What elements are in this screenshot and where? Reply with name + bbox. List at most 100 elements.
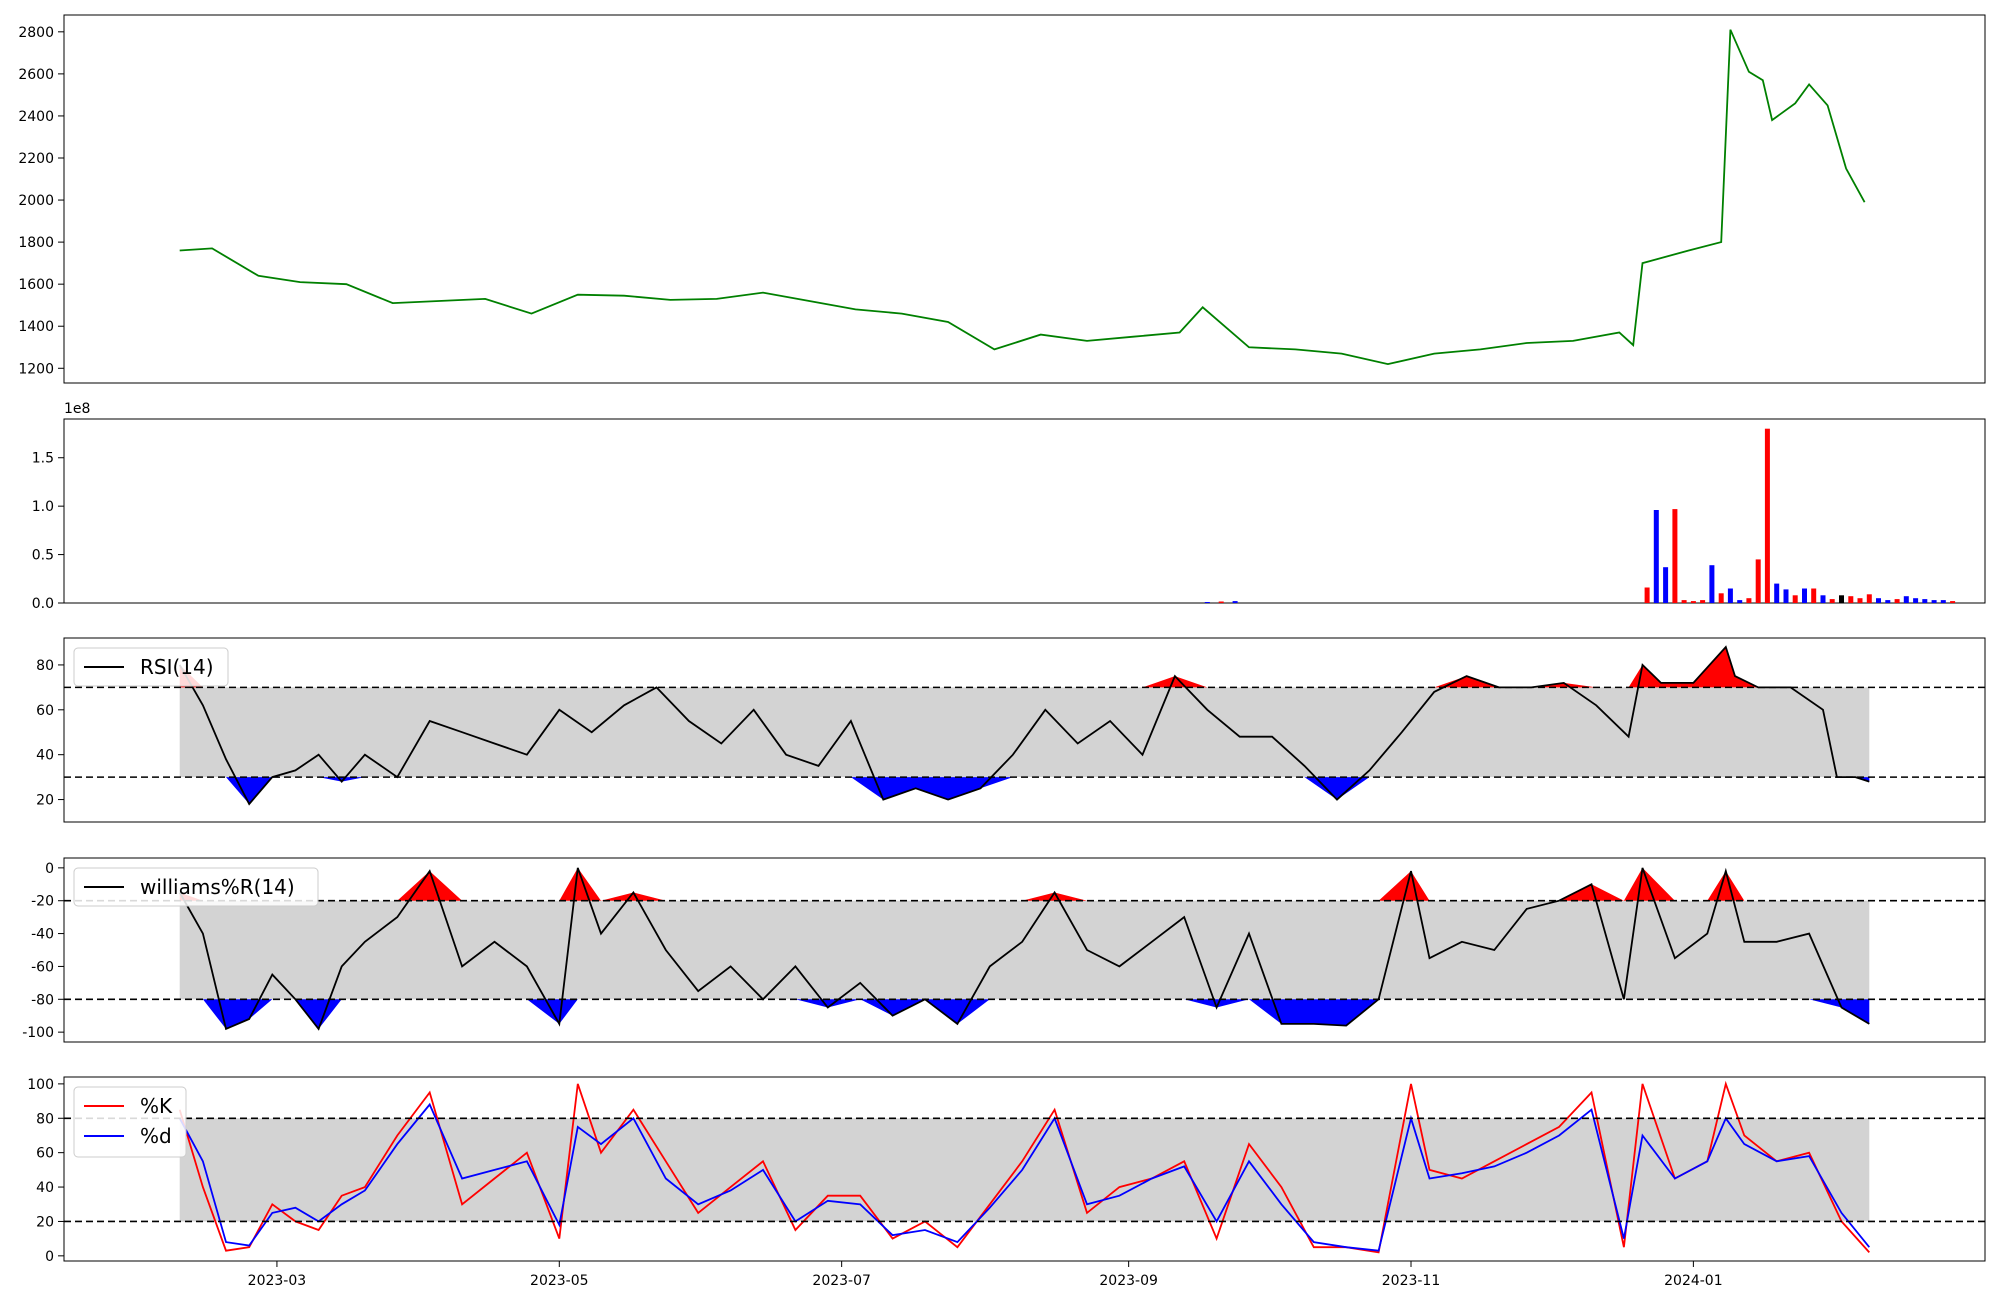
y-tick-label: 1400 — [18, 319, 54, 335]
axes-frame — [63, 1076, 1986, 1262]
volume-bar — [1218, 601, 1224, 603]
x-tick-label: 2023-07 — [812, 1273, 871, 1289]
d-line — [178, 1102, 1870, 1252]
stochastic-panel: 0 20 40 60 80 100 2023-03 2023-05 2023-07 2023-09… — [27, 1076, 1986, 1289]
legend-box — [73, 1086, 187, 1158]
volume-bar — [1931, 600, 1937, 603]
y-tick-label: 1.0 — [32, 499, 54, 515]
y-tick-label: 2400 — [18, 109, 54, 125]
volume-bar — [1764, 428, 1770, 603]
volume-bar — [1672, 509, 1678, 603]
legend-box — [73, 647, 229, 687]
volume-bar — [1700, 600, 1706, 603]
volume-bar — [1653, 510, 1659, 603]
volume-bar — [1857, 598, 1863, 603]
y-tick-label: 1600 — [18, 277, 54, 293]
volume-bar — [1792, 595, 1798, 603]
y-tick-label: 0 — [45, 1249, 54, 1265]
y-tick-label: 40 — [36, 748, 54, 764]
legend: RSI(14) — [73, 647, 229, 687]
volume-bar — [1727, 588, 1733, 603]
y-tick-label: 0 — [45, 861, 54, 877]
legend-label: %K — [140, 1094, 173, 1118]
y-tick-label: 60 — [36, 1146, 54, 1162]
legend: williams%R(14) — [73, 867, 319, 907]
rsi-line — [178, 645, 1870, 806]
legend-label: %d — [140, 1124, 172, 1148]
axes-frame — [63, 14, 1986, 384]
neutral-zone-band — [179, 900, 1870, 1000]
volume-bar — [1876, 598, 1881, 603]
overbought-fill — [179, 647, 1870, 688]
y-tick-label: 1800 — [18, 235, 54, 251]
y-tick-label: 2200 — [18, 151, 54, 167]
volume-bar — [1232, 601, 1238, 603]
volume-bar — [1839, 595, 1844, 603]
legend-label: williams%R(14) — [140, 875, 295, 899]
volume-bar — [1802, 588, 1807, 603]
volume-bar — [1709, 565, 1715, 603]
y-tick-label: 2600 — [18, 67, 54, 83]
volume-bar — [1718, 593, 1724, 603]
volume-bar — [1848, 596, 1854, 603]
price-panel: 1200 1400 1600 1800 2000 2200 2400 2600 2800 — [18, 14, 1986, 384]
x-tick-label: 2023-03 — [248, 1273, 307, 1289]
volume-bar — [1690, 601, 1696, 603]
y-tick-label: 0.0 — [32, 596, 54, 612]
y-tick-label: 0.5 — [32, 548, 54, 564]
volume-bar — [1820, 595, 1826, 603]
volume-bar — [1663, 567, 1669, 603]
oversold-fill — [179, 777, 1870, 804]
y-tick-label: 1200 — [18, 361, 54, 377]
y-tick-label: 60 — [36, 703, 54, 719]
volume-bar — [1737, 600, 1743, 603]
oversold-fill — [179, 999, 1870, 1029]
volume-bar — [1903, 596, 1909, 603]
y-tick-label: -100 — [22, 1025, 54, 1041]
y-tick-label: 20 — [36, 1214, 54, 1230]
volume-bar — [1913, 598, 1919, 603]
y-tick-label: 20 — [36, 793, 54, 809]
volume-panel: 0.0 0.5 1.0 1.5 1e8 — [32, 401, 1986, 612]
volume-bar — [1829, 599, 1835, 603]
y-tick-label: -20 — [31, 894, 54, 910]
volume-bar — [1204, 602, 1210, 603]
legend: %K %d — [73, 1086, 187, 1158]
axes-frame — [63, 637, 1986, 823]
williams-r-line — [178, 867, 1870, 1031]
y-tick-label: -40 — [31, 927, 54, 943]
y-tick-label: 2800 — [18, 25, 54, 41]
x-tick-label: 2024-01 — [1664, 1273, 1723, 1289]
y-tick-label: 40 — [36, 1180, 54, 1196]
overbought-fill — [179, 867, 1870, 901]
y-tick-label: -60 — [31, 959, 54, 975]
price-line — [179, 29, 1866, 366]
k-line — [178, 1080, 1870, 1254]
volume-bar — [1811, 588, 1817, 603]
legend-box — [73, 867, 319, 907]
y-tick-label: 80 — [36, 658, 54, 674]
volume-bar — [1950, 601, 1956, 603]
x-tick-label: 2023-05 — [530, 1273, 589, 1289]
volume-bar — [1746, 598, 1752, 603]
volume-bar — [1885, 600, 1891, 603]
legend-label: RSI(14) — [140, 655, 214, 679]
neutral-zone-band — [179, 687, 1870, 778]
y-tick-label: 1.5 — [32, 451, 54, 467]
y-tick-label: 80 — [36, 1111, 54, 1127]
volume-multiplier-label: 1e8 — [64, 401, 90, 417]
volume-bar — [1922, 599, 1928, 603]
williams-r-panel: 0 -20 -40 -60 -80 -100 williams%R(14) — [22, 857, 1986, 1043]
volume-bar — [1755, 559, 1761, 603]
y-tick-label: 2000 — [18, 193, 54, 209]
volume-bar — [1894, 599, 1900, 603]
x-tick-label: 2023-09 — [1099, 1273, 1158, 1289]
rsi-panel: 20 40 60 80 RSI(14) — [36, 637, 1986, 823]
volume-bar — [1644, 587, 1650, 603]
x-tick-label: 2023-11 — [1382, 1273, 1441, 1289]
y-tick-label: -80 — [31, 992, 54, 1008]
axes-frame — [63, 857, 1986, 1043]
volume-bar — [1783, 589, 1789, 603]
volume-bar — [1940, 600, 1946, 603]
